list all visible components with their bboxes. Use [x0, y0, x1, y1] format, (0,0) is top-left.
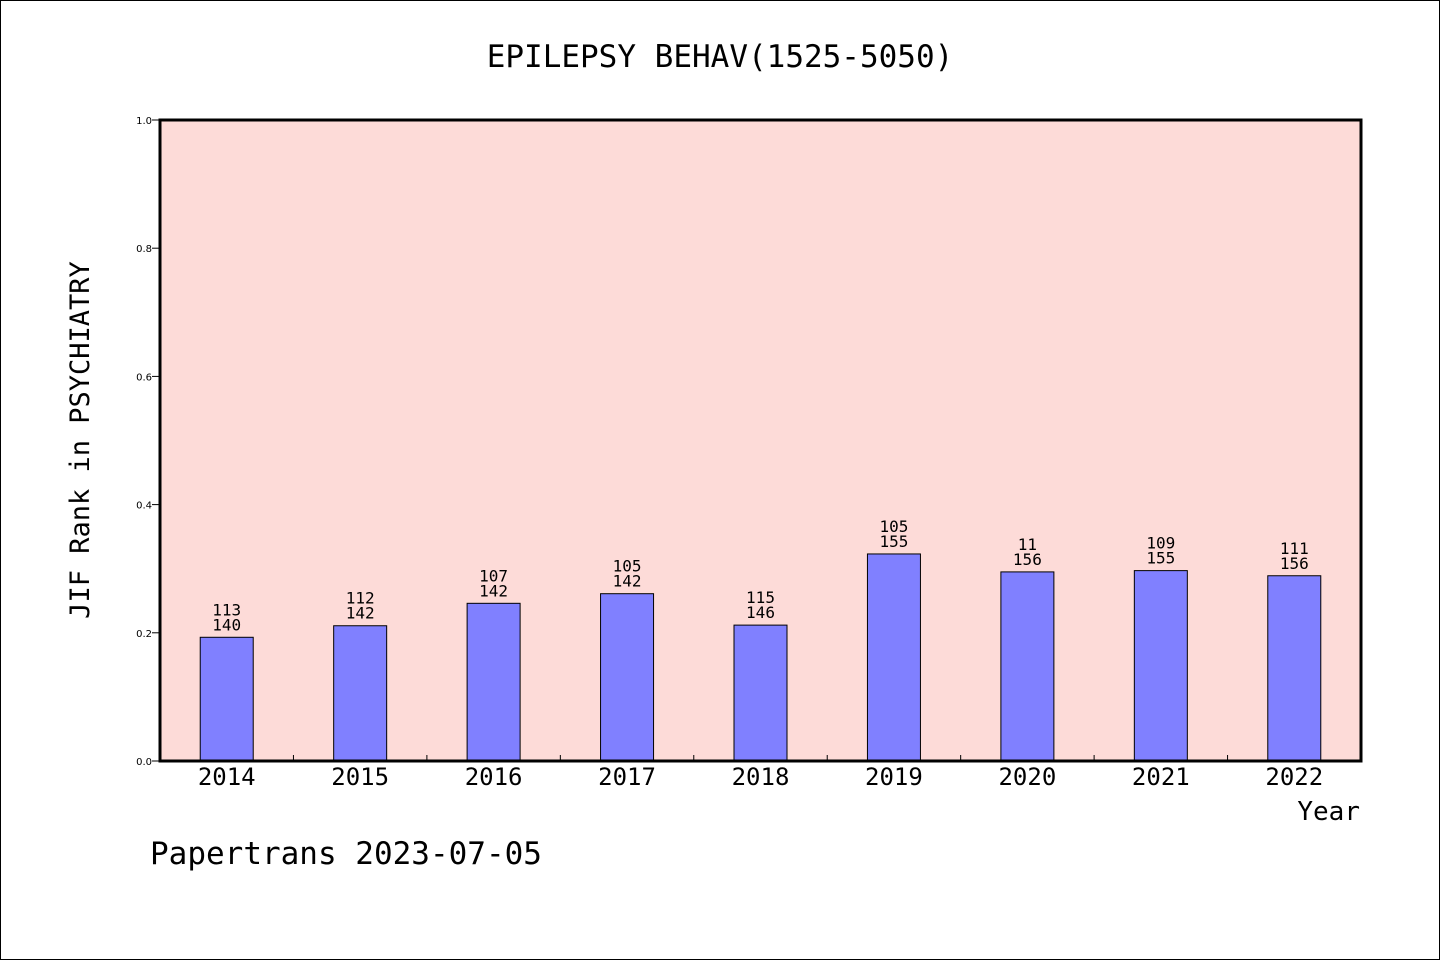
total-label: 156	[1280, 554, 1309, 573]
x-axis: 2014 2015 2016 2017 2018 2019 2020 2021 2022	[198, 755, 1323, 791]
x-tick-label: 2018	[732, 763, 790, 791]
x-tick-label: 2020	[998, 763, 1056, 791]
rank-label: 11	[1018, 535, 1037, 554]
x-tick-label: 2015	[331, 763, 389, 791]
y-axis: 0.0 0.2 0.4 0.6 0.8 1.0	[136, 116, 160, 768]
bar-2017	[600, 593, 655, 762]
y-tick-label: 0.4	[136, 501, 152, 512]
plot-border	[158, 118, 1363, 763]
x-tick-label: 2022	[1265, 763, 1323, 791]
total-label: 142	[346, 604, 375, 623]
bar-series	[199, 553, 1322, 762]
rank-label: 107	[479, 566, 508, 585]
total-label: 156	[1013, 550, 1042, 569]
x-axis-label: Year	[1297, 797, 1360, 827]
chart-title: EPILEPSY BEHAV(1525-5050)	[487, 39, 954, 75]
rank-label: 105	[613, 557, 642, 576]
x-tick-label: 2019	[865, 763, 923, 791]
rank-label: 109	[1146, 534, 1175, 553]
bar-2014	[199, 636, 254, 762]
total-label: 140	[212, 615, 241, 634]
total-label: 142	[613, 572, 642, 591]
y-tick-label: 0.0	[136, 757, 152, 768]
x-tick-label: 2016	[465, 763, 523, 791]
x-tick-label: 2021	[1132, 763, 1190, 791]
x-tick-label: 2017	[598, 763, 656, 791]
total-label: 142	[479, 581, 508, 600]
y-tick-label: 0.8	[136, 244, 152, 255]
rank-label: 115	[746, 588, 775, 607]
bar-2018	[733, 624, 788, 762]
total-label: 146	[746, 603, 775, 622]
bar-2022	[1267, 575, 1322, 762]
rank-label: 112	[346, 589, 375, 608]
rank-label: 105	[879, 517, 908, 536]
total-label: 155	[1146, 549, 1175, 568]
y-axis-label: JIF Rank in PSYCHIATRY	[65, 261, 96, 619]
bar-2020	[1000, 571, 1055, 762]
bar-2021	[1133, 570, 1188, 762]
x-tick-label: 2014	[198, 763, 256, 791]
y-tick-label: 1.0	[136, 116, 152, 127]
rank-label: 111	[1280, 539, 1309, 558]
bar-2015	[333, 625, 388, 762]
rank-label: 113	[212, 600, 241, 619]
footer-stamp: Papertrans 2023-07-05	[150, 836, 542, 872]
bar-2016	[466, 602, 521, 762]
y-tick-label: 0.6	[136, 372, 152, 383]
bar-2019	[866, 553, 921, 762]
y-tick-label: 0.2	[136, 629, 152, 640]
total-label: 155	[879, 532, 908, 551]
